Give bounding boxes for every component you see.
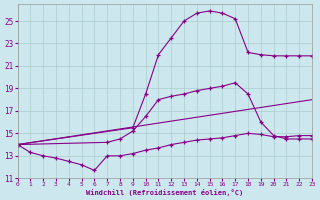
X-axis label: Windchill (Refroidissement éolien,°C): Windchill (Refroidissement éolien,°C): [86, 189, 244, 196]
